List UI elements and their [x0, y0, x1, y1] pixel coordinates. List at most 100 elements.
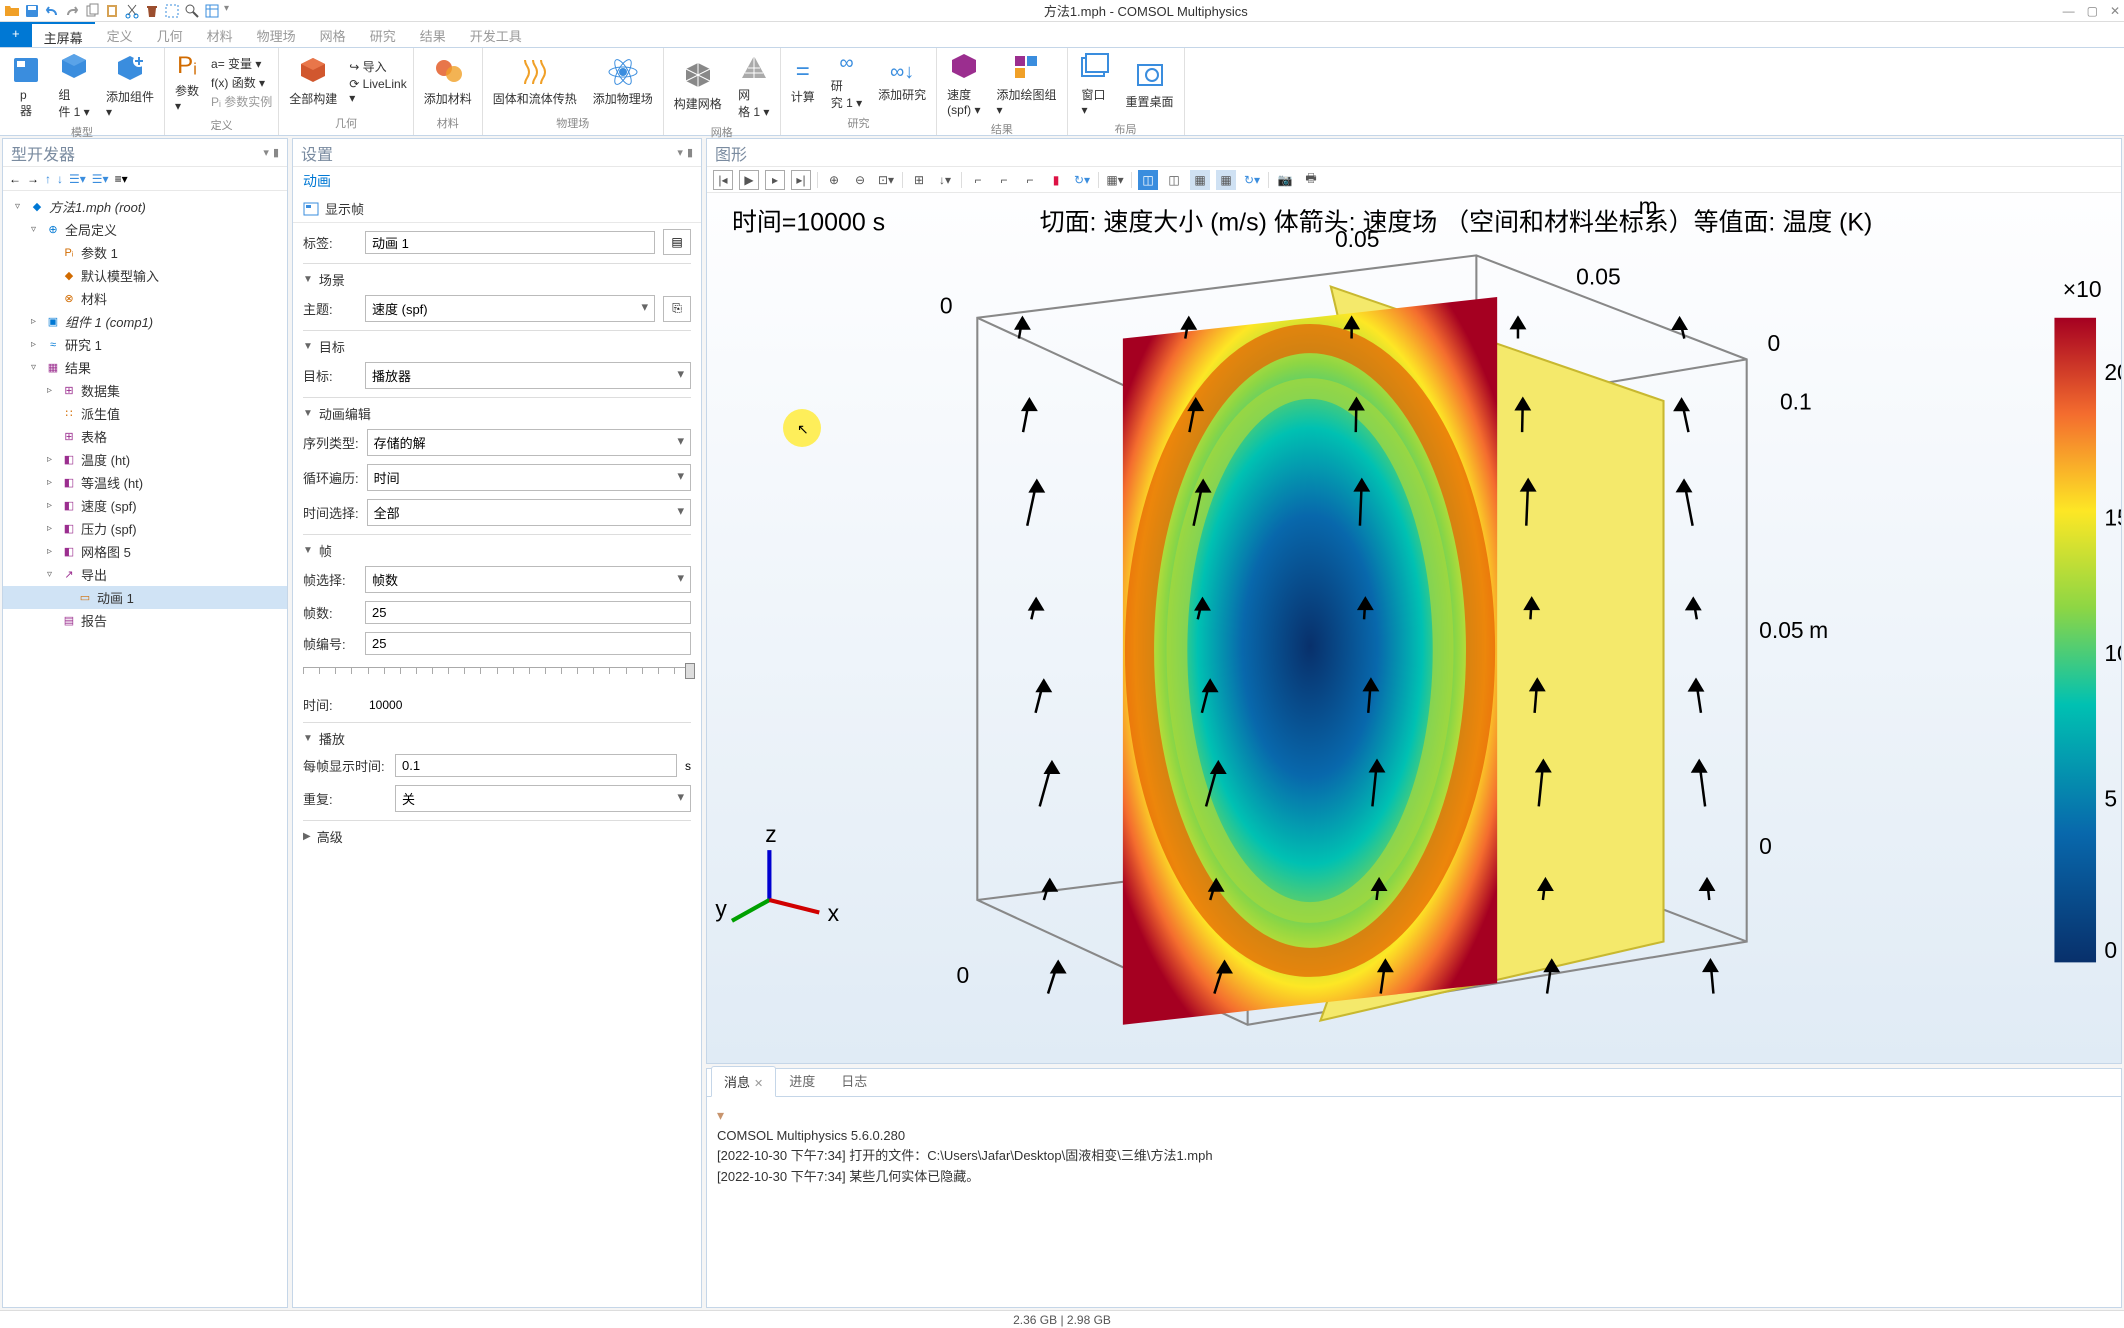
xz-icon[interactable]: ⌐: [1020, 170, 1040, 190]
select3-icon[interactable]: ▦: [1190, 170, 1210, 190]
flag-icon[interactable]: ▮: [1046, 170, 1066, 190]
tree-item[interactable]: ▹ ◧ 等温线 (ht): [3, 471, 287, 494]
nav-up-icon[interactable]: ↑: [45, 172, 51, 186]
tree-item[interactable]: ▿ ▦ 结果: [3, 356, 287, 379]
dropdown-icon[interactable]: ▾: [677, 146, 683, 159]
tree-item[interactable]: ◆ 默认模型输入: [3, 264, 287, 287]
redo-icon[interactable]: [64, 3, 80, 19]
main-tab-1[interactable]: 定义: [95, 22, 145, 47]
tag-edit-button[interactable]: ▤: [663, 229, 691, 255]
show-frame-button[interactable]: 显示帧: [293, 195, 701, 223]
main-tab-5[interactable]: 网格: [308, 22, 358, 47]
tree-item[interactable]: ▹ ⊞ 数据集: [3, 379, 287, 402]
add-study-button[interactable]: ∞↓添加研究: [874, 59, 930, 105]
frame-sel-select[interactable]: 帧数: [365, 566, 691, 593]
select-icon[interactable]: [164, 3, 180, 19]
target-select[interactable]: 播放器: [365, 362, 691, 389]
frame-count-input[interactable]: [365, 601, 691, 624]
speed-plot-button[interactable]: 速度 (spf) ▾: [943, 50, 984, 119]
livelink-button[interactable]: ⟳ LiveLink ▾: [349, 77, 406, 105]
tree-item[interactable]: ⊞ 表格: [3, 425, 287, 448]
tree-item[interactable]: ▹ ◧ 速度 (spf): [3, 494, 287, 517]
time-sel-select[interactable]: 全部: [367, 499, 691, 526]
main-tab-8[interactable]: 开发工具: [458, 22, 534, 47]
list-icon[interactable]: ≡▾: [115, 172, 128, 186]
close-button[interactable]: ✕: [2110, 4, 2120, 18]
app-builder-button[interactable]: p 器: [6, 52, 46, 121]
select2-icon[interactable]: ◫: [1164, 170, 1184, 190]
xyz-view-icon[interactable]: ↓▾: [935, 170, 955, 190]
open-icon[interactable]: [4, 3, 20, 19]
first-frame-button[interactable]: |◂: [713, 170, 733, 190]
build-mesh-button[interactable]: 构建网格: [670, 59, 726, 114]
section-anim-edit[interactable]: ▼动画编辑: [303, 397, 691, 429]
main-tab-2[interactable]: 几何: [145, 22, 195, 47]
add-component-button[interactable]: 添加组件 ▾: [102, 52, 158, 121]
section-target[interactable]: ▼目标: [303, 330, 691, 362]
collapse-icon[interactable]: ☰▾: [69, 172, 86, 186]
main-tab-6[interactable]: 研究: [358, 22, 408, 47]
cut-icon[interactable]: [124, 3, 140, 19]
function-button[interactable]: f(x) 函数 ▾: [211, 74, 272, 91]
find-icon[interactable]: [184, 3, 200, 19]
tree-item[interactable]: ▹ ◧ 压力 (spf): [3, 517, 287, 540]
variable-button[interactable]: a= 变量 ▾: [211, 55, 272, 72]
frame-slider[interactable]: [303, 663, 691, 687]
tree-item[interactable]: ▿ ↗ 导出: [3, 563, 287, 586]
select1-icon[interactable]: ◫: [1138, 170, 1158, 190]
tree-item[interactable]: ∷ 派生值: [3, 402, 287, 425]
param-case-button[interactable]: Pᵢ 参数实例: [211, 93, 272, 110]
main-tab-0[interactable]: 主屏幕: [32, 22, 95, 47]
seq-select[interactable]: 存储的解: [367, 429, 691, 456]
main-tab-7[interactable]: 结果: [408, 22, 458, 47]
section-advanced[interactable]: ▶高级: [303, 820, 691, 852]
select4-icon[interactable]: ▦: [1216, 170, 1236, 190]
tag-input[interactable]: [365, 231, 655, 254]
mesh-button[interactable]: 网 格 1 ▾: [734, 50, 774, 122]
fps-input[interactable]: [395, 754, 677, 777]
play-button[interactable]: ▶: [739, 170, 759, 190]
cycle-icon[interactable]: ↻▾: [1242, 170, 1262, 190]
undo-icon[interactable]: [44, 3, 60, 19]
loop-select[interactable]: 时间: [367, 464, 691, 491]
zoom-out-icon[interactable]: ⊖: [850, 170, 870, 190]
file-tab[interactable]: +: [0, 22, 32, 47]
last-frame-button[interactable]: ▸|: [791, 170, 811, 190]
yz-icon[interactable]: ⌐: [994, 170, 1014, 190]
zoom-in-icon[interactable]: ⊕: [824, 170, 844, 190]
import-button[interactable]: ↪ 导入: [349, 58, 406, 75]
pin-icon[interactable]: ▮: [687, 146, 693, 159]
model-tree[interactable]: ▿ ◆ 方法1.mph (root) ▿ ⊕ 全局定义 Pᵢ 参数 1 ◆ 默认…: [3, 191, 287, 1307]
xy-icon[interactable]: ⌐: [968, 170, 988, 190]
tree-item[interactable]: ▹ ◧ 网格图 5: [3, 540, 287, 563]
heat-transfer-button[interactable]: 固体和流体传热: [489, 54, 581, 109]
main-tab-3[interactable]: 材料: [195, 22, 245, 47]
surface-icon[interactable]: ▦▾: [1105, 170, 1125, 190]
nav-back-icon[interactable]: ←: [9, 172, 21, 186]
window-button[interactable]: 窗口 ▾: [1074, 50, 1114, 119]
pin-icon[interactable]: ▮: [273, 146, 279, 159]
expand-icon[interactable]: ☰▾: [92, 172, 109, 186]
compute-button[interactable]: =计算: [787, 56, 819, 107]
nav-down-icon[interactable]: ↓: [57, 172, 63, 186]
add-physics-button[interactable]: 添加物理场: [589, 54, 657, 109]
dropdown-icon[interactable]: ▾: [263, 146, 269, 159]
copy-icon[interactable]: [84, 3, 100, 19]
tree-item[interactable]: ▤ 报告: [3, 609, 287, 632]
graphics-view[interactable]: 时间=10000 s 切面: 速度大小 (m/s) 体箭头: 速度场 （空间和材…: [707, 193, 2121, 1063]
section-frame[interactable]: ▼帧: [303, 534, 691, 566]
delete-icon[interactable]: [144, 3, 160, 19]
tree-item[interactable]: ▿ ◆ 方法1.mph (root): [3, 195, 287, 218]
tree-item[interactable]: ▹ ▣ 组件 1 (comp1): [3, 310, 287, 333]
nav-fwd-icon[interactable]: →: [27, 172, 39, 186]
tree-item[interactable]: ⊗ 材料: [3, 287, 287, 310]
add-material-button[interactable]: 添加材料: [420, 54, 476, 109]
build-geometry-button[interactable]: 全部构建: [285, 54, 341, 109]
maximize-button[interactable]: ▢: [2087, 4, 2098, 18]
subject-select[interactable]: 速度 (spf): [365, 295, 655, 322]
study-button[interactable]: ∞研 究 1 ▾: [827, 50, 866, 113]
parameters-button[interactable]: Pᵢ参数 ▾: [171, 50, 203, 115]
subject-link-button[interactable]: ⎘: [663, 296, 691, 322]
settings-icon[interactable]: [204, 3, 220, 19]
zoom-extents-icon[interactable]: ⊞: [909, 170, 929, 190]
